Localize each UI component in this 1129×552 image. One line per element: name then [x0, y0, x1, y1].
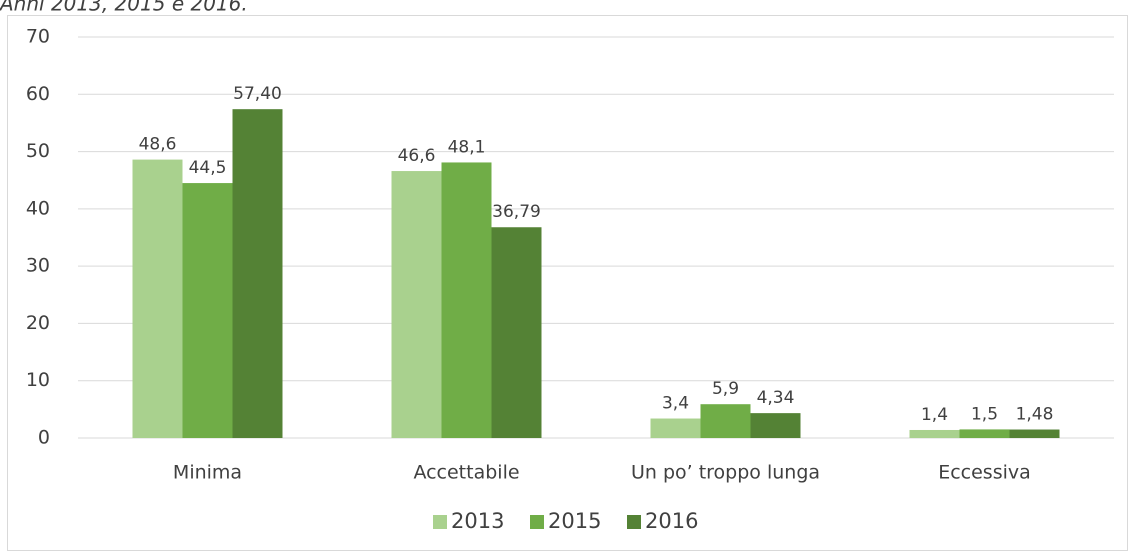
y-tick-label: 20 — [26, 312, 50, 334]
bar — [700, 404, 751, 438]
y-tick-label: 30 — [26, 255, 50, 277]
bar — [441, 162, 492, 438]
value-label: 1,4 — [921, 405, 948, 425]
legend-swatch — [530, 515, 544, 529]
bar — [232, 109, 283, 439]
value-label: 44,5 — [189, 158, 227, 178]
bar — [391, 171, 442, 438]
value-label: 1,48 — [1016, 405, 1054, 425]
legend-label: 2016 — [645, 509, 698, 533]
y-tick-label: 0 — [38, 427, 50, 449]
y-tick-label: 50 — [26, 140, 50, 162]
value-label: 46,6 — [398, 146, 436, 166]
value-label: 48,1 — [448, 137, 486, 157]
value-label: 48,6 — [139, 135, 177, 155]
y-tick-label: 10 — [26, 369, 50, 391]
y-tick-label: 70 — [26, 26, 50, 48]
bar — [909, 429, 960, 438]
value-label: 36,79 — [492, 202, 541, 222]
legend-label: 2015 — [548, 509, 601, 533]
value-label: 1,5 — [971, 404, 998, 424]
chart-subtitle: Anni 2013, 2015 e 2016. — [0, 0, 248, 16]
bar — [959, 429, 1010, 438]
x-tick-label: Eccessiva — [938, 462, 1031, 484]
value-label: 57,40 — [233, 84, 282, 104]
bar — [182, 183, 233, 438]
legend-swatch — [433, 515, 447, 529]
bar — [650, 418, 701, 438]
y-tick-label: 40 — [26, 197, 50, 219]
y-tick-label: 60 — [26, 83, 50, 105]
legend-label: 2013 — [451, 509, 504, 533]
bar — [132, 159, 183, 438]
x-tick-label: Accettabile — [413, 462, 519, 484]
value-label: 4,34 — [757, 388, 795, 408]
x-tick-label: Minima — [173, 462, 242, 484]
value-label: 3,4 — [662, 394, 689, 414]
bar — [750, 413, 801, 438]
x-tick-label: Un po’ troppo lunga — [631, 462, 820, 484]
legend-swatch — [627, 515, 641, 529]
bar — [491, 227, 542, 438]
value-label: 5,9 — [712, 379, 739, 399]
bar — [1009, 429, 1060, 438]
